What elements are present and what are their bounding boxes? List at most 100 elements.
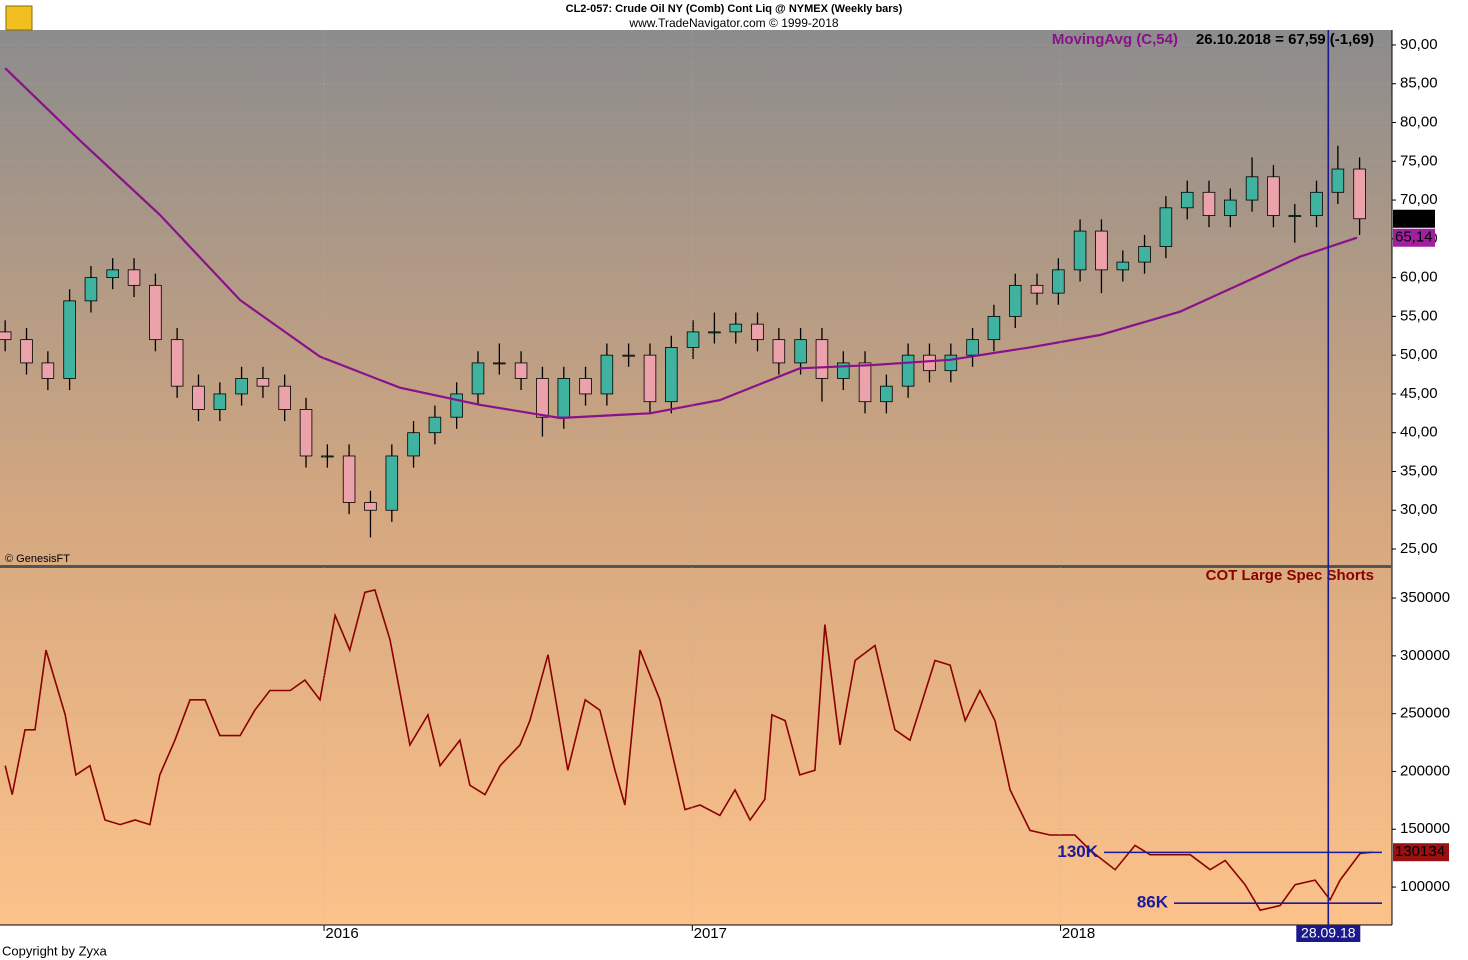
copyright: Copyright by Zyxa [2, 943, 108, 958]
candle-body [622, 354, 635, 357]
cot-line [4, 589, 1373, 912]
candle-body [1288, 215, 1302, 217]
candle-body [41, 362, 55, 379]
candle-body [106, 269, 119, 279]
last-value-label: 130134 [1395, 843, 1445, 860]
x-tick-label: 2018 [1062, 925, 1095, 942]
candle-body [0, 331, 12, 341]
candle-body [63, 300, 76, 379]
candle-body [1267, 176, 1280, 216]
y-tick-label: 35,00 [1400, 462, 1438, 479]
candle-body [708, 331, 721, 334]
candle-body [213, 393, 227, 410]
candle-body [256, 378, 270, 387]
y-tick-label: 55,00 [1400, 307, 1438, 324]
y-tick-label: 250000 [1400, 705, 1450, 722]
candle-body [428, 416, 442, 434]
y-tick-label: 70,00 [1400, 191, 1438, 208]
candle-body [1202, 191, 1216, 216]
candle-body [385, 455, 399, 511]
candle-body [557, 378, 571, 418]
candle-body [600, 354, 614, 395]
candle-body [665, 347, 678, 403]
candle-body [84, 277, 98, 302]
header-title: CL2-057: Crude Oil NY (Comb) Cont Liq @ … [566, 3, 903, 15]
candle-body [342, 455, 356, 503]
candle-body [170, 339, 184, 387]
candle-body [1116, 261, 1130, 271]
candle-body [729, 323, 743, 333]
candle-body [1138, 246, 1151, 263]
candle-body [944, 354, 958, 372]
y-tick-label: 150000 [1400, 820, 1450, 837]
annotation-label: 130K [1057, 842, 1098, 861]
y-tick-label: 200000 [1400, 762, 1450, 779]
candle-body [1353, 168, 1366, 220]
candle-body [514, 362, 528, 379]
y-tick-label: 350000 [1400, 589, 1450, 606]
y-tick-label: 60,00 [1400, 269, 1438, 286]
candle-body [858, 362, 872, 403]
candle-body [235, 378, 248, 395]
y-tick-label: 25,00 [1400, 540, 1438, 557]
last-value-box [1393, 209, 1435, 228]
last-value-label: 67,59 [1395, 210, 1433, 227]
header-subtitle: www.TradeNavigator.com © 1999-2018 [628, 16, 838, 30]
x-tick-label: 2016 [325, 925, 358, 942]
candle-body [987, 315, 1001, 341]
candle-body [901, 354, 915, 387]
candle-body [815, 339, 829, 379]
date-marker-label: 28.09.18 [1301, 925, 1356, 941]
y-tick-label: 40,00 [1400, 424, 1438, 441]
candle-body [20, 339, 33, 364]
last-value-box [1393, 843, 1449, 862]
candle-body [1030, 284, 1044, 294]
moving-average-line [4, 67, 1358, 420]
candle-body [1245, 176, 1259, 201]
y-tick-label: 85,00 [1400, 75, 1438, 92]
y-tick-label: 75,00 [1400, 152, 1438, 169]
axis-bg [1392, 30, 1468, 925]
date-marker-box [1296, 925, 1361, 942]
candle-body [1095, 230, 1108, 271]
y-tick-label: 90,00 [1400, 36, 1438, 53]
annotation-label: 86K [1137, 893, 1169, 912]
candle-body [536, 378, 549, 418]
y-tick-label: 30,00 [1400, 501, 1438, 518]
candle-body [407, 432, 420, 457]
candle-body [192, 385, 205, 410]
y-tick-label: 100000 [1400, 878, 1450, 895]
candle-body [1052, 269, 1065, 294]
panel-title: COT Large Spec Shorts [1206, 567, 1374, 584]
candle-body [751, 323, 764, 341]
candle-body [794, 339, 807, 364]
last-value-box [1393, 228, 1435, 247]
candle-body [1310, 191, 1323, 216]
candle-body [471, 362, 485, 395]
y-tick-label: 45,00 [1400, 385, 1438, 402]
candle-body [1180, 191, 1194, 209]
candle-body [966, 339, 979, 356]
candle-body [880, 385, 893, 403]
candle-body [278, 385, 291, 410]
candle-body [321, 455, 334, 458]
y-tick-label: 300000 [1400, 647, 1450, 664]
source-note: © GenesisFT [5, 553, 70, 565]
logo [5, 5, 33, 31]
candle-body [127, 269, 141, 286]
candle-body [686, 331, 700, 348]
candle-body [837, 362, 850, 379]
candle-body [1073, 230, 1087, 271]
plot-bg [0, 30, 1392, 925]
candle-body [579, 378, 592, 395]
candle-body [493, 362, 506, 365]
candle-body [643, 354, 657, 403]
candle-body [364, 502, 377, 511]
candle-body [450, 393, 463, 418]
y-tick-label: 80,00 [1400, 113, 1438, 130]
candle-body [299, 409, 313, 457]
candle-body [1331, 168, 1345, 193]
x-tick-label: 2017 [694, 925, 727, 942]
